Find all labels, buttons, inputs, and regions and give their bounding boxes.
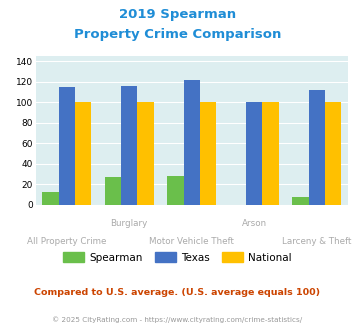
Text: Property Crime Comparison: Property Crime Comparison <box>74 28 281 41</box>
Text: 2019 Spearman: 2019 Spearman <box>119 8 236 21</box>
Text: Burglary: Burglary <box>111 219 148 228</box>
Bar <box>246 102 262 205</box>
Text: © 2025 CityRating.com - https://www.cityrating.com/crime-statistics/: © 2025 CityRating.com - https://www.city… <box>53 317 302 323</box>
Bar <box>42 192 59 205</box>
Bar <box>262 102 279 205</box>
Bar <box>167 176 184 205</box>
Bar <box>59 87 75 205</box>
Text: Compared to U.S. average. (U.S. average equals 100): Compared to U.S. average. (U.S. average … <box>34 287 321 297</box>
Bar <box>105 177 121 205</box>
Legend: Spearman, Texas, National: Spearman, Texas, National <box>59 248 296 267</box>
Bar <box>292 197 308 205</box>
Bar <box>137 102 154 205</box>
Bar <box>121 86 137 205</box>
Bar <box>184 80 200 205</box>
Text: Arson: Arson <box>242 219 267 228</box>
Text: Motor Vehicle Theft: Motor Vehicle Theft <box>149 237 234 246</box>
Text: Larceny & Theft: Larceny & Theft <box>282 237 351 246</box>
Bar <box>308 90 325 205</box>
Text: All Property Crime: All Property Crime <box>27 237 106 246</box>
Bar <box>325 102 341 205</box>
Bar <box>200 102 216 205</box>
Bar <box>75 102 91 205</box>
